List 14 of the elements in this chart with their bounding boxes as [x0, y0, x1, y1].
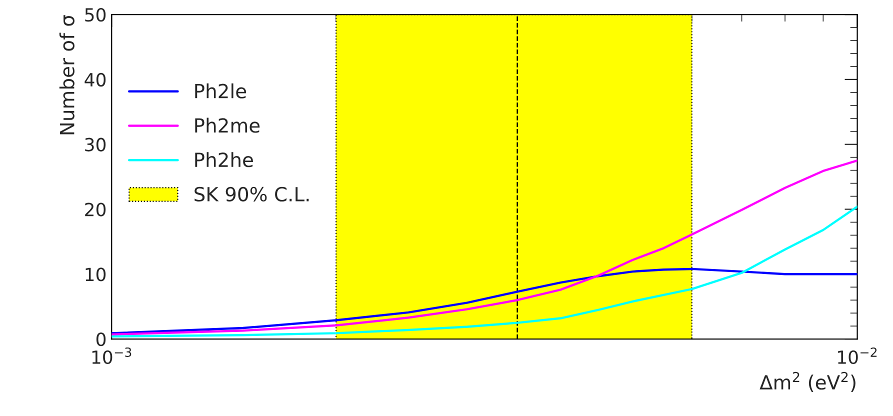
y-tick-label: 50 [85, 8, 106, 22]
y-tick-label: 40 [84, 72, 106, 87]
legend-label: Ph2he [195, 152, 253, 168]
x-tick-label: 10$^{−3}$ [92, 347, 132, 364]
y-axis-title: Number of σ [59, 15, 74, 134]
x-tick-label: 10$^{−2}$ [838, 347, 877, 364]
y-tick-label: 30 [85, 138, 106, 152]
legend-label: Ph2le [195, 83, 246, 98]
y-tick-label: 0 [96, 332, 106, 346]
y-tick-label: 10 [86, 268, 106, 282]
band-label: SK 90% C.L. [194, 186, 309, 202]
y-tick-label: 20 [85, 202, 106, 216]
legend-label: Ph2me [195, 118, 260, 133]
x-axis-title: Δm$^{2}$ (eV$^{2}$) [760, 372, 856, 392]
